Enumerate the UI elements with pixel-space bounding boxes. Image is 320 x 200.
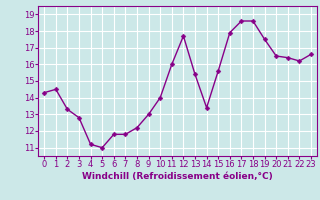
X-axis label: Windchill (Refroidissement éolien,°C): Windchill (Refroidissement éolien,°C) [82,172,273,181]
